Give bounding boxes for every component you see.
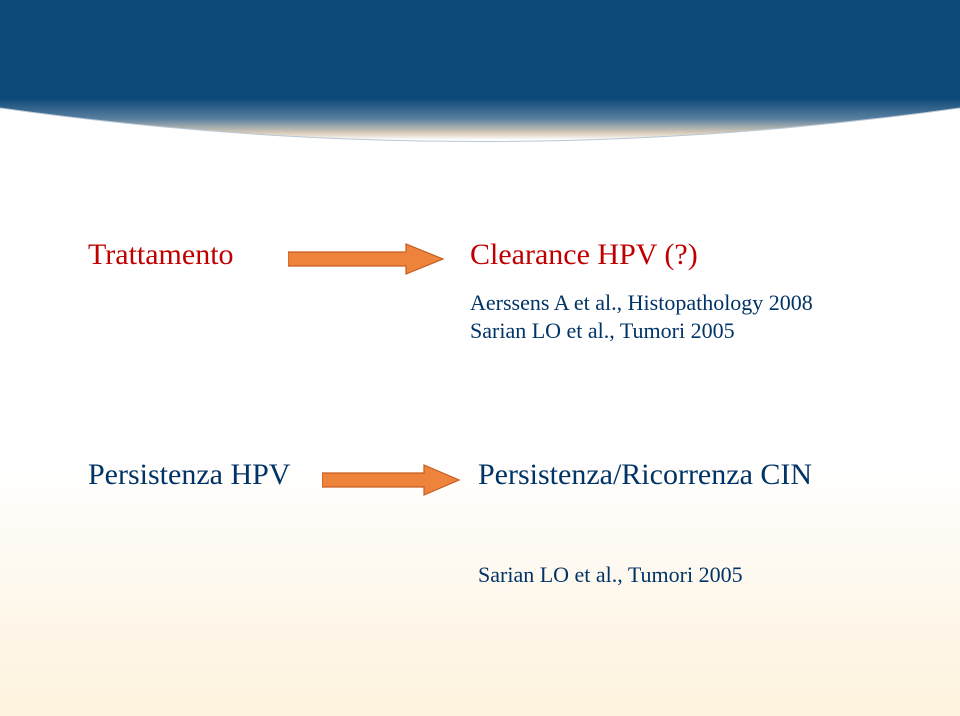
citation-line: Sarian LO et al., Tumori 2005 — [470, 317, 813, 345]
slide-content: Trattamento Clearance HPV (?) Aerssens A… — [0, 0, 960, 716]
row2-right-label: Persistenza/Ricorrenza CIN — [478, 458, 812, 492]
row1-left-label: Trattamento — [88, 238, 234, 272]
citation-line: Aerssens A et al., Histopathology 2008 — [470, 289, 813, 317]
row2-left-label: Persistenza HPV — [88, 458, 290, 492]
row2-citation: Sarian LO et al., Tumori 2005 — [478, 562, 743, 588]
arrow-shape-icon — [288, 244, 443, 274]
row1-citation: Aerssens A et al., Histopathology 2008 S… — [470, 289, 813, 344]
arrow-row2 — [322, 464, 460, 496]
arrow-row1 — [288, 243, 444, 275]
arrow-shape-icon — [322, 465, 459, 495]
row1-right-label: Clearance HPV (?) — [470, 238, 698, 272]
